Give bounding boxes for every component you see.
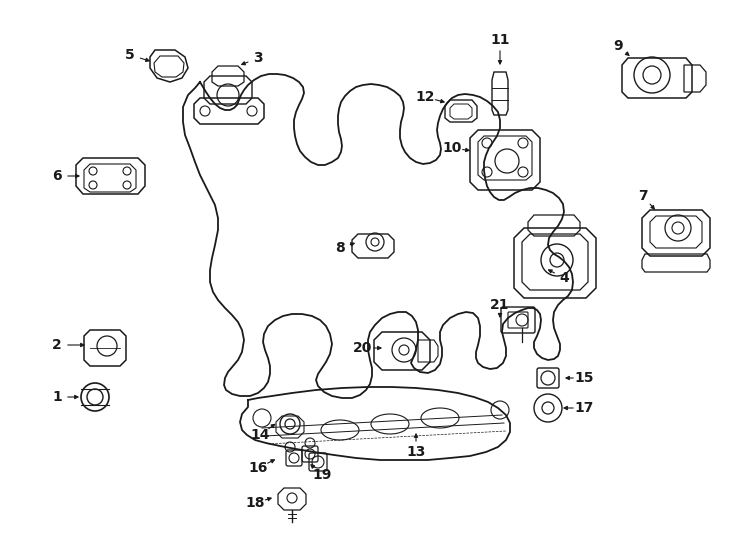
Text: 8: 8 — [335, 241, 345, 255]
Text: 3: 3 — [253, 51, 263, 65]
Text: 19: 19 — [312, 468, 332, 482]
Text: 18: 18 — [245, 496, 265, 510]
Text: 11: 11 — [490, 33, 509, 47]
Text: 9: 9 — [613, 39, 623, 53]
Text: 6: 6 — [52, 169, 62, 183]
Text: 2: 2 — [52, 338, 62, 352]
Text: 16: 16 — [248, 461, 268, 475]
Text: 4: 4 — [559, 271, 569, 285]
Text: 1: 1 — [52, 390, 62, 404]
Text: 20: 20 — [353, 341, 373, 355]
Text: 12: 12 — [415, 90, 435, 104]
Text: 5: 5 — [125, 48, 135, 62]
Text: 21: 21 — [490, 298, 509, 312]
Text: 13: 13 — [407, 445, 426, 459]
Text: 7: 7 — [638, 189, 648, 203]
Text: 15: 15 — [574, 371, 594, 385]
Text: 14: 14 — [250, 428, 270, 442]
Text: 10: 10 — [443, 141, 462, 155]
Text: 17: 17 — [574, 401, 594, 415]
